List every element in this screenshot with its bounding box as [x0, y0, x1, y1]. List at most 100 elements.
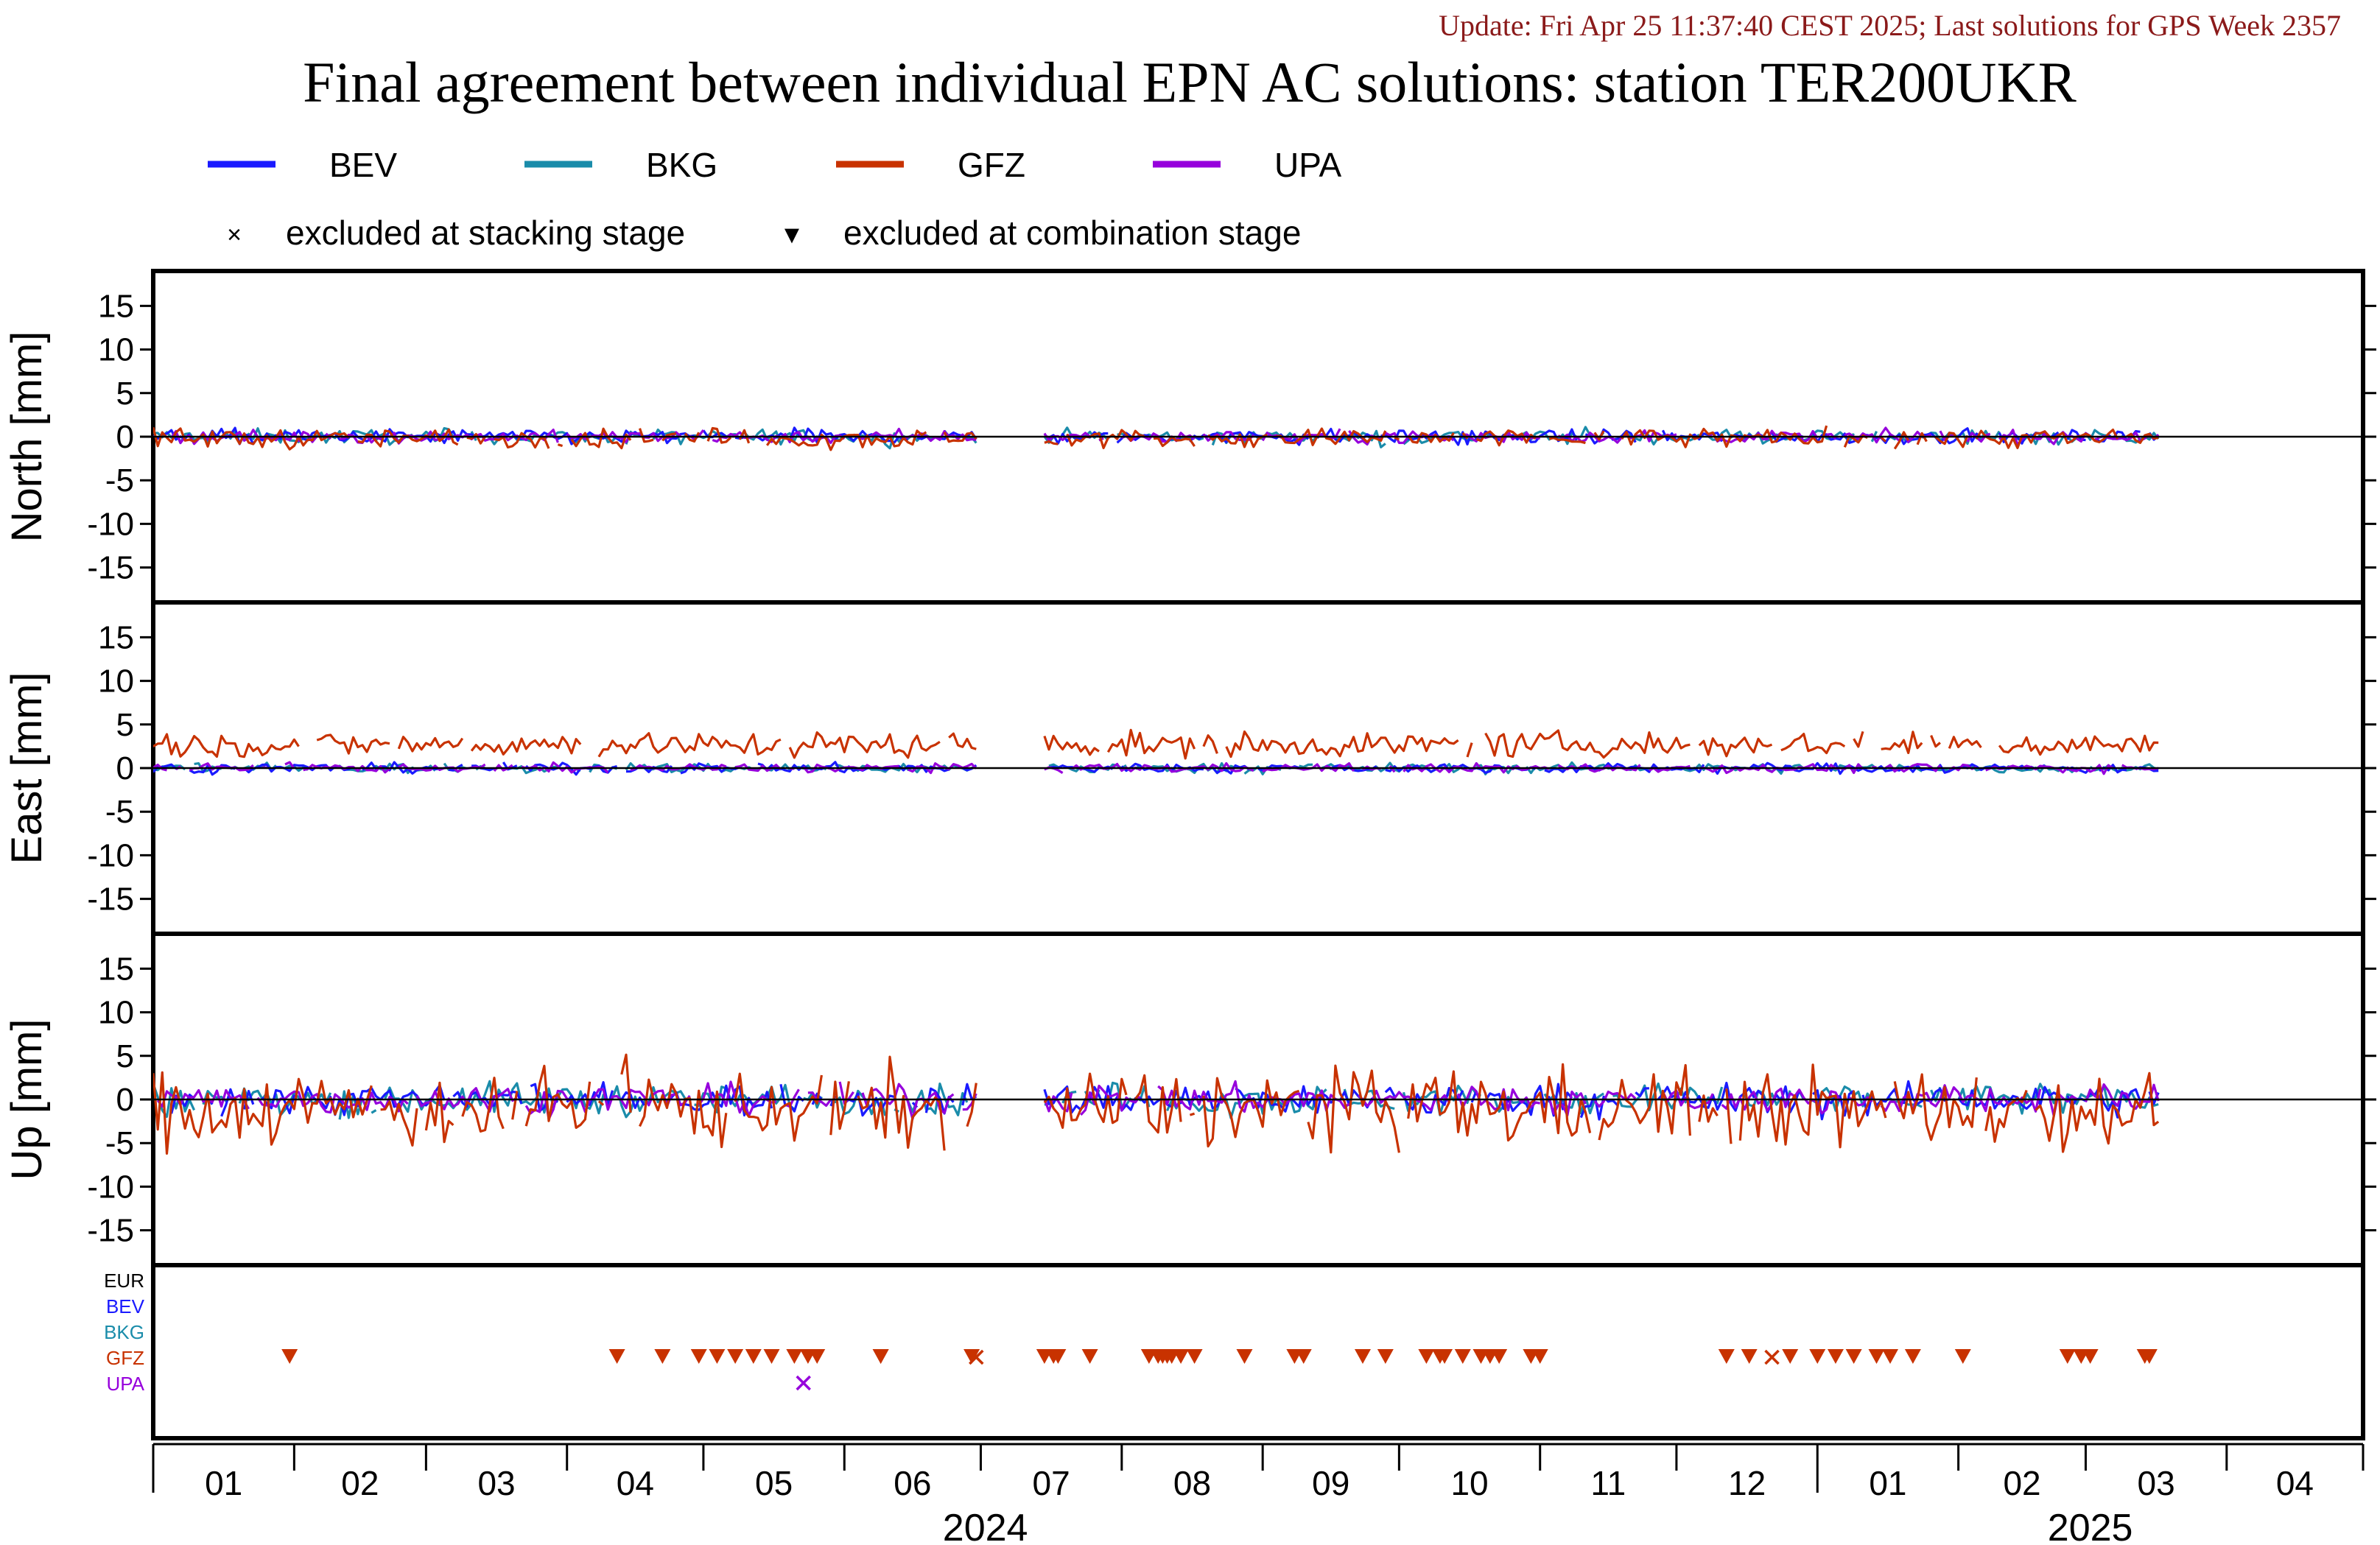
y-tick-label: -15	[87, 881, 134, 918]
excluded-combination-marker	[2059, 1349, 2076, 1364]
exclusion-panel: EUR BEV BKG GFZ UPA	[104, 1263, 2365, 1440]
exclusion-row-label-gfz: GFZ	[106, 1347, 144, 1369]
excluded-combination-marker	[690, 1349, 707, 1364]
excluded-combination-marker	[1377, 1349, 1394, 1364]
exclusion-row-label-bev: BEV	[106, 1295, 145, 1317]
y-tick-label: -5	[105, 794, 134, 830]
exclusion-row-label-eur: EUR	[104, 1270, 144, 1292]
excluded-combination-marker	[1454, 1349, 1471, 1364]
excluded-combination-marker	[1531, 1349, 1548, 1364]
y-tick-label: 5	[116, 376, 134, 412]
x-month-label: 10	[1450, 1464, 1488, 1502]
panel-north: 15 10 5 0 -5 -10 -15 North [mm]	[3, 269, 2376, 605]
excluded-combination-marker	[1173, 1349, 1190, 1364]
exclusion-frame	[151, 1263, 2365, 1440]
excluded-combination-marker	[963, 1349, 980, 1364]
y-axis-label-east: East [mm]	[3, 672, 51, 864]
excluded-combination-marker	[1236, 1349, 1253, 1364]
y-tick-label: 15	[98, 619, 134, 655]
panel-up: 15 10 5 0 -5 -10 -15 Up [mm]	[3, 932, 2376, 1267]
excluded-combination-marker	[1809, 1349, 1826, 1364]
x-month-label: 03	[477, 1464, 515, 1502]
y-tick-label: -15	[87, 550, 134, 586]
legend-label-bkg: BKG	[646, 146, 717, 184]
excluded-combination-marker	[608, 1349, 625, 1364]
series-line-gfz	[153, 425, 2159, 451]
y-tick-label: 5	[116, 1038, 134, 1074]
x-month-label: 09	[1312, 1464, 1349, 1502]
x-month-label: 08	[1173, 1464, 1211, 1502]
excluded-combination-marker	[745, 1349, 762, 1364]
exclusion-row-label-upa: UPA	[106, 1373, 144, 1395]
y-tick-label: 10	[98, 332, 134, 368]
y-tick-label: 10	[98, 664, 134, 700]
y-tick-label: -15	[87, 1213, 134, 1249]
series-group	[153, 1053, 2160, 1155]
legend-cross-symbol: ×	[227, 221, 242, 249]
legend: BEV BKG GFZ UPA × excluded at stacking stage ▼…	[208, 146, 1341, 252]
excluded-combination-marker	[1882, 1349, 1899, 1364]
y-tick-label: -5	[105, 1125, 134, 1161]
chart-title: Final agreement between individual EPN A…	[303, 50, 2077, 114]
x-month-label: 02	[2003, 1464, 2040, 1502]
excluded-stacking-marker	[1764, 1349, 1780, 1365]
x-axis: 01 02 03 04 05 06 07 08 09 10 11 12 01 02 03 04 2024 2025	[152, 1443, 2365, 1545]
excluded-combination-marker	[727, 1349, 744, 1364]
excluded-combination-marker	[1186, 1349, 1203, 1364]
legend-symbol-label: excluded at stacking stage	[286, 214, 685, 252]
excluded-combination-marker	[1718, 1349, 1735, 1364]
excluded-combination-marker	[1050, 1349, 1067, 1364]
excluded-combination-marker	[1741, 1349, 1758, 1364]
excluded-combination-marker	[1418, 1349, 1435, 1364]
excluded-combination-marker	[2082, 1349, 2099, 1364]
x-month-label: 05	[755, 1464, 793, 1502]
series-line-gfz	[153, 728, 2159, 760]
plot-panels: 15 10 5 0 -5 -10 -15 North [mm] 15 10 5 0 -5 -10 -15 Ea…	[3, 269, 2376, 1267]
excluded-combination-marker	[281, 1349, 298, 1364]
legend-label-bev: BEV	[329, 146, 397, 184]
excluded-combination-marker	[809, 1349, 826, 1364]
excluded-combination-marker	[872, 1349, 889, 1364]
excluded-combination-marker	[1782, 1349, 1799, 1364]
y-tick-label: -10	[87, 837, 134, 873]
x-month-label: 04	[617, 1464, 654, 1502]
y-tick-label: 0	[116, 750, 134, 786]
x-year-label: 2025	[2048, 1507, 2133, 1545]
y-tick-label: 0	[116, 419, 134, 455]
y-tick-label: 0	[116, 1082, 134, 1118]
excluded-combination-marker	[2141, 1349, 2158, 1364]
x-month-label: 11	[1590, 1464, 1626, 1502]
panel-east: 15 10 5 0 -5 -10 -15 East [mm]	[3, 600, 2376, 936]
y-axis-label-up: Up [mm]	[3, 1018, 51, 1180]
x-month-label: 01	[205, 1464, 242, 1502]
x-month-label: 06	[894, 1464, 931, 1502]
legend-label-upa: UPA	[1274, 146, 1341, 184]
legend-symbol-label: excluded at combination stage	[843, 214, 1301, 252]
legend-label-gfz: GFZ	[958, 146, 1025, 184]
x-month-label: 07	[1033, 1464, 1070, 1502]
x-month-label: 03	[2138, 1464, 2175, 1502]
excluded-combination-marker	[1354, 1349, 1371, 1364]
series-group	[153, 425, 2160, 451]
y-tick-label: 10	[98, 995, 134, 1031]
x-month-label: 04	[2276, 1464, 2314, 1502]
series-line-gfz	[153, 1053, 2160, 1155]
excluded-combination-marker	[763, 1349, 780, 1364]
excluded-combination-marker	[1491, 1349, 1508, 1364]
excluded-combination-marker	[1845, 1349, 1862, 1364]
excluded-stacking-marker	[969, 1349, 984, 1365]
excluded-combination-marker	[1436, 1349, 1453, 1364]
x-month-label: 01	[1869, 1464, 1906, 1502]
excluded-combination-marker	[1954, 1349, 1971, 1364]
y-tick-label: -10	[87, 506, 134, 542]
y-tick-label: -10	[87, 1169, 134, 1205]
y-tick-label: 15	[98, 951, 134, 987]
excluded-combination-marker	[709, 1349, 726, 1364]
y-axis-label-north: North [mm]	[3, 331, 51, 543]
excluded-combination-marker	[1295, 1349, 1312, 1364]
excluded-combination-marker	[1081, 1349, 1098, 1364]
x-month-label: 12	[1728, 1464, 1766, 1502]
excluded-combination-marker	[1904, 1349, 1921, 1364]
excluded-combination-marker	[1827, 1349, 1844, 1364]
